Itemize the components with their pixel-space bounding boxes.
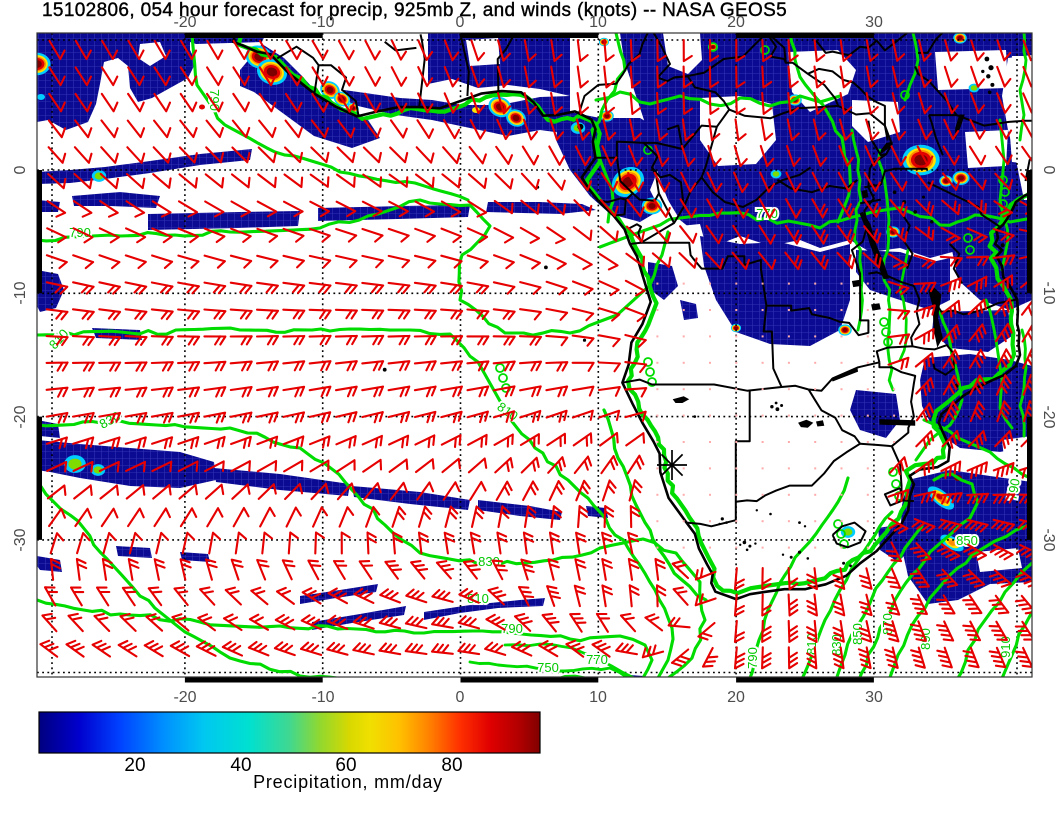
svg-text:790: 790: [207, 89, 222, 111]
svg-text:-20: -20: [173, 689, 196, 706]
svg-text:-20: -20: [12, 405, 29, 428]
svg-text:80: 80: [441, 755, 462, 776]
svg-text:-10: -10: [1040, 281, 1056, 304]
svg-text:-20: -20: [1040, 405, 1056, 428]
svg-text:790: 790: [501, 621, 523, 636]
svg-text:30: 30: [865, 689, 883, 706]
svg-text:10: 10: [589, 14, 607, 31]
svg-text:40: 40: [230, 755, 251, 776]
svg-text:Precipitation, mm/day: Precipitation, mm/day: [253, 772, 443, 792]
svg-text:-10: -10: [12, 281, 29, 304]
svg-text:810: 810: [467, 591, 489, 606]
svg-text:750: 750: [537, 660, 559, 675]
svg-text:0: 0: [456, 14, 465, 31]
svg-text:-10: -10: [311, 689, 334, 706]
svg-text:770: 770: [586, 652, 608, 667]
svg-text:10: 10: [589, 689, 607, 706]
svg-text:-30: -30: [1040, 528, 1056, 551]
svg-text:0: 0: [12, 165, 29, 174]
svg-text:20: 20: [124, 755, 145, 776]
svg-text:15102806, 054 hour forecast fo: 15102806, 054 hour forecast for precip, …: [42, 0, 787, 21]
svg-text:0: 0: [1040, 166, 1056, 175]
svg-text:-20: -20: [173, 14, 196, 31]
svg-text:20: 20: [727, 689, 745, 706]
svg-text:60: 60: [335, 755, 356, 776]
svg-text:790: 790: [745, 647, 760, 669]
svg-text:30: 30: [865, 14, 883, 31]
svg-text:850: 850: [956, 533, 978, 548]
svg-text:0: 0: [456, 689, 465, 706]
svg-text:-30: -30: [12, 528, 29, 551]
svg-text:20: 20: [727, 14, 745, 31]
svg-text:-10: -10: [311, 14, 334, 31]
